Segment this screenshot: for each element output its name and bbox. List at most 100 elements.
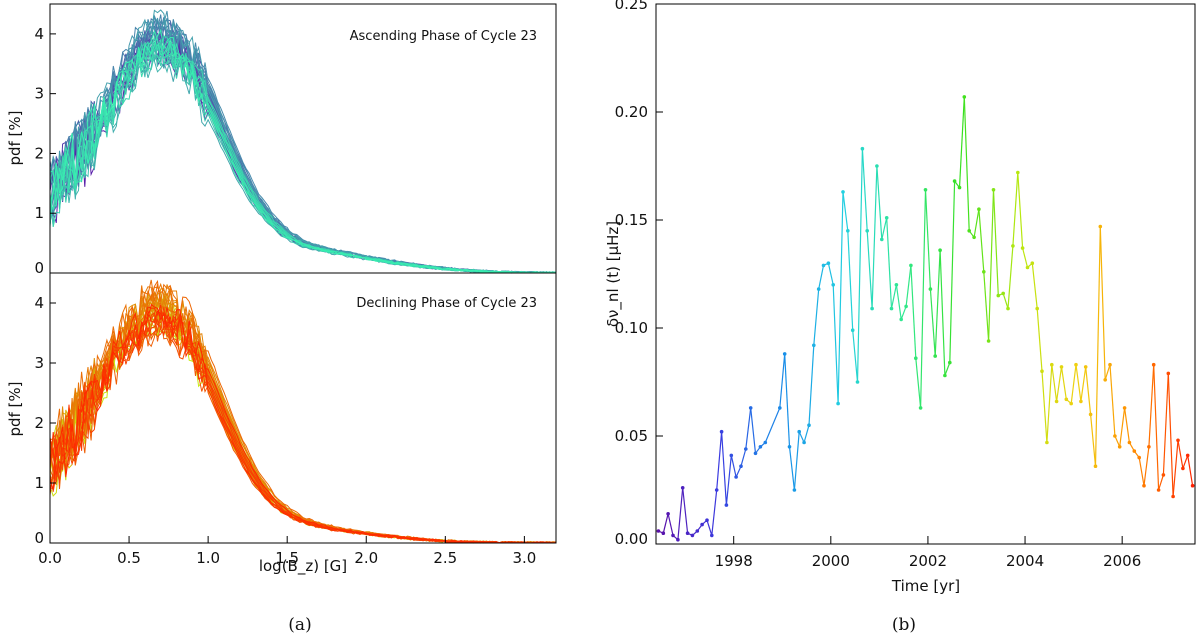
- data-point: [875, 164, 879, 168]
- data-point: [1006, 306, 1010, 311]
- x-tick-label: 0.5: [117, 549, 141, 567]
- series-segment: [1056, 366, 1063, 402]
- data-point: [1025, 265, 1030, 270]
- series-segment: [1109, 364, 1116, 437]
- series-segment: [1036, 308, 1043, 372]
- y-tick-label: 0.25: [615, 0, 648, 13]
- panel-b-frame: [655, 3, 1196, 545]
- data-point: [943, 373, 947, 378]
- series-segment: [1143, 446, 1150, 486]
- data-point: [1069, 401, 1073, 406]
- data-point: [1190, 483, 1195, 488]
- data-point: [744, 447, 748, 451]
- data-point: [700, 522, 704, 527]
- series-segment: [963, 96, 970, 231]
- y-tick-label: 0.20: [615, 103, 648, 121]
- series-segment: [1017, 172, 1024, 249]
- data-point: [860, 146, 865, 151]
- y-tick-label: 1: [34, 204, 44, 222]
- series-segment: [1051, 364, 1058, 402]
- data-point: [977, 207, 981, 211]
- data-point: [1108, 362, 1112, 367]
- data-point: [952, 179, 957, 183]
- series-segment: [900, 306, 907, 320]
- series-segment: [721, 431, 727, 506]
- series-segment: [856, 148, 863, 383]
- y-tick-label: 0: [34, 529, 44, 547]
- data-point: [938, 248, 942, 252]
- data-point: [719, 429, 724, 434]
- data-point: [1059, 365, 1064, 369]
- caption-a: (a): [288, 615, 311, 635]
- series-segment: [1094, 226, 1101, 467]
- data-point: [729, 453, 734, 458]
- series-segment: [1162, 373, 1169, 475]
- data-point: [889, 306, 894, 311]
- data-point: [996, 293, 1001, 298]
- data-point: [1161, 473, 1166, 477]
- y-tick-label: 2: [34, 414, 44, 432]
- y-tick-label: 0.00: [615, 530, 648, 548]
- series-segment: [929, 289, 936, 357]
- series-segment: [1046, 364, 1053, 443]
- series-segment: [745, 407, 752, 450]
- series-segment: [682, 487, 689, 534]
- series-segment: [842, 191, 849, 231]
- series-segment: [915, 358, 922, 408]
- data-point: [792, 488, 797, 492]
- data-point: [724, 503, 729, 507]
- data-point: [972, 235, 976, 240]
- series-segment: [983, 271, 990, 342]
- panel-b: 0.00 0.05 0.10 0.15 0.20 0.25 1998 2000 2002 200…: [604, 0, 1196, 595]
- series-segment: [1182, 455, 1189, 469]
- series-segment: [706, 520, 713, 536]
- pdf-curves-declining: [49, 279, 557, 544]
- series-segment: [1002, 293, 1009, 309]
- data-point: [957, 185, 962, 190]
- data-point: [1088, 412, 1093, 417]
- data-point: [710, 533, 714, 538]
- panel-a-bottom-frame: [49, 272, 557, 544]
- data-point: [1083, 365, 1088, 369]
- series-segment: [1187, 455, 1194, 486]
- y-tick-label: 4: [34, 25, 44, 43]
- data-point: [763, 440, 768, 445]
- data-point: [1011, 244, 1015, 248]
- series-segment: [890, 284, 897, 309]
- y-ticks-bottom: 0 1 2 3 4: [34, 294, 56, 547]
- series-segment: [1138, 457, 1145, 486]
- x-tick-label: 0.0: [38, 549, 62, 567]
- pdf-curve: [49, 279, 557, 544]
- panel-a-top-frame: [49, 3, 557, 274]
- data-point: [1132, 449, 1137, 453]
- series-segment: [667, 513, 674, 536]
- series-segment: [1153, 364, 1160, 491]
- data-point: [967, 229, 971, 233]
- series-segment: [818, 265, 825, 290]
- data-point: [850, 328, 855, 333]
- series-segment: [1119, 407, 1126, 447]
- data-point: [1064, 397, 1069, 402]
- series-segment: [725, 455, 732, 506]
- x-ticks-bottom: 0.0 0.5 1.0 1.5 2.0 2.5 3.0: [38, 536, 536, 567]
- data-point: [909, 263, 913, 268]
- series-segment: [1148, 364, 1155, 447]
- series-segment: [784, 353, 791, 447]
- data-point: [962, 95, 967, 99]
- data-point: [1127, 440, 1132, 445]
- data-point: [812, 343, 816, 348]
- series-segment: [711, 489, 718, 536]
- series-segment: [803, 425, 810, 443]
- data-point: [1103, 378, 1107, 382]
- data-point: [1171, 494, 1175, 499]
- series-segment: [1114, 435, 1121, 448]
- series-segment: [876, 165, 883, 240]
- y-tick-label: 1: [34, 474, 44, 492]
- series-segment: [1060, 366, 1067, 400]
- data-point: [666, 512, 670, 516]
- x-tick-label: 2004: [1006, 552, 1044, 570]
- data-point: [1074, 362, 1078, 367]
- y-tick-label: 0.15: [615, 211, 648, 229]
- series-segment: [881, 217, 888, 240]
- series-segment: [847, 230, 854, 331]
